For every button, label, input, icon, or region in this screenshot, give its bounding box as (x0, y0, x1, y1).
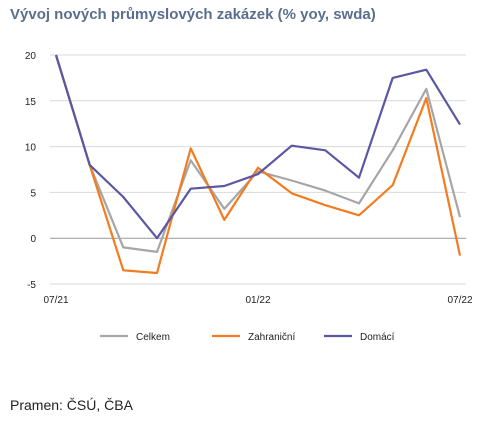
legend-label: Zahraniční (248, 332, 295, 343)
series-line-celkem (54, 54, 462, 253)
x-axis-ticks: 07/21 01/22 07/22 (43, 295, 472, 306)
series-line-zahraniční (54, 54, 462, 275)
gridlines (50, 54, 466, 285)
source-note: Pramen: ČSÚ, ČBA (10, 397, 133, 413)
legend: Celkem Zahraniční Domácí (100, 332, 395, 343)
series-line-domácí (54, 54, 461, 240)
legend-label: Celkem (136, 332, 170, 343)
line-chart: 20 15 10 5 0 -5 07/21 01/22 07/22 Celkem Zahrani… (25, 51, 473, 343)
x-tick-label: 01/22 (245, 295, 270, 306)
series-lines (54, 54, 462, 275)
y-tick-label: -5 (27, 280, 36, 291)
x-tick-label: 07/22 (447, 295, 472, 306)
legend-label: Domácí (360, 332, 395, 343)
y-tick-label: 0 (30, 234, 36, 245)
y-tick-label: 5 (30, 188, 36, 199)
x-tick-label: 07/21 (43, 295, 68, 306)
y-axis-ticks: 20 15 10 5 0 -5 (25, 51, 37, 291)
y-tick-label: 10 (25, 143, 37, 154)
y-tick-label: 15 (25, 97, 37, 108)
y-tick-label: 20 (25, 51, 37, 62)
chart-title: Vývoj nových průmyslových zakázek (% yoy… (10, 6, 376, 23)
